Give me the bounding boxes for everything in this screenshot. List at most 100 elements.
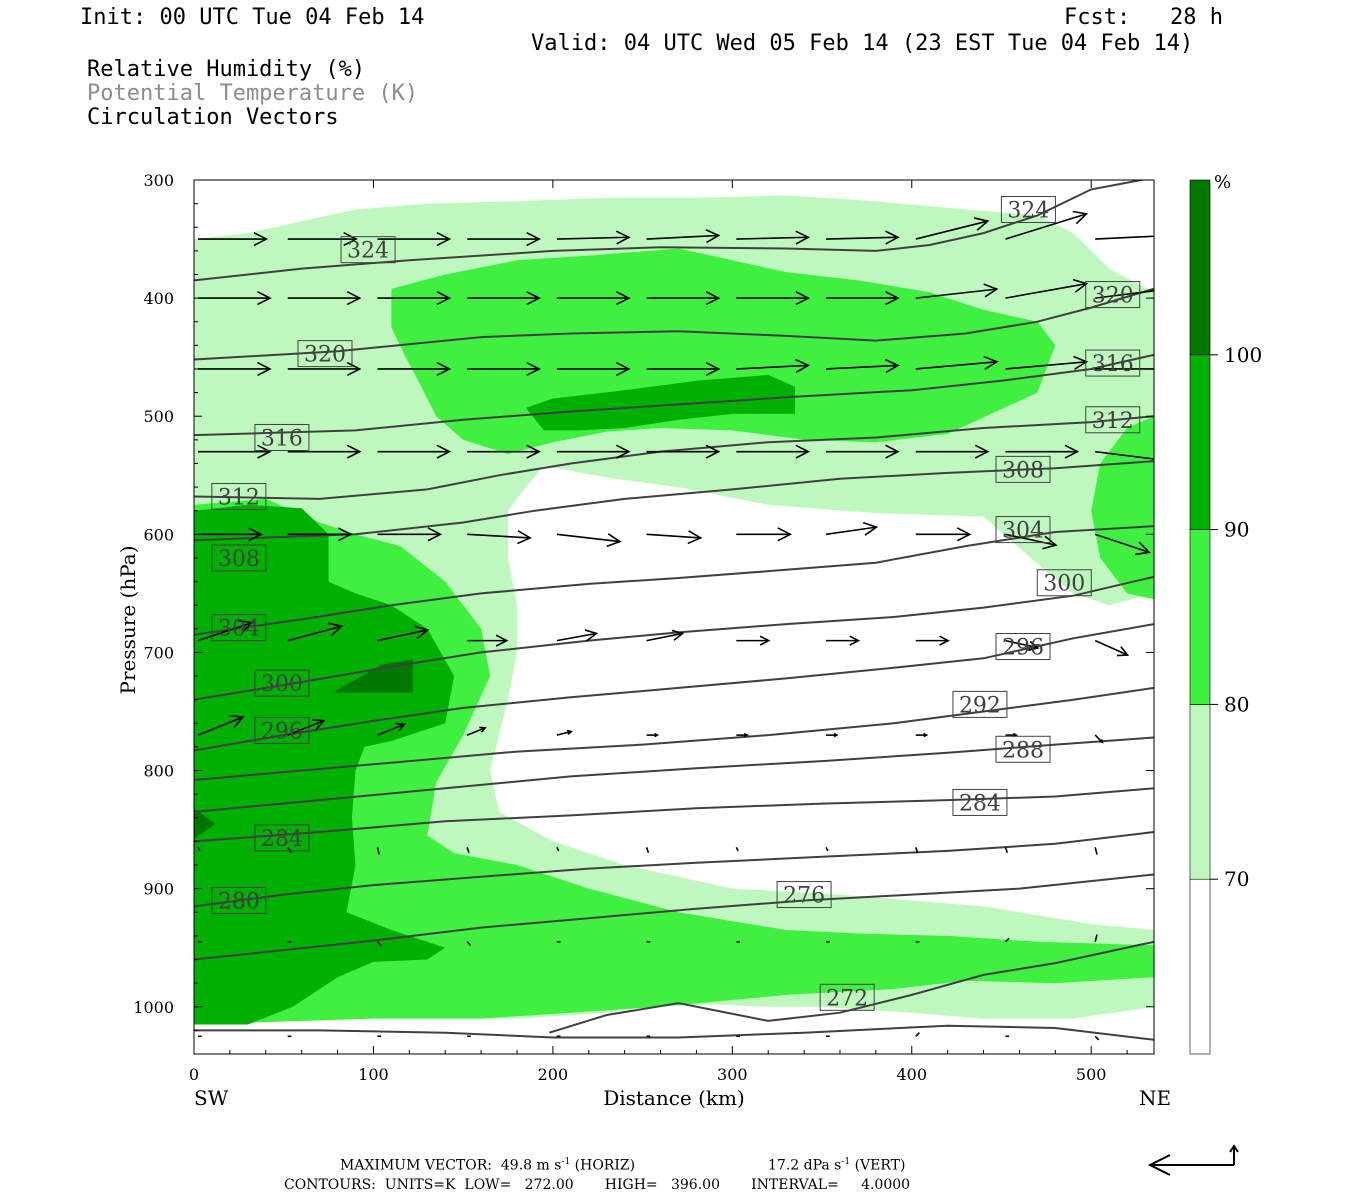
theta-label-text: 300 bbox=[1043, 572, 1085, 597]
vector-head bbox=[228, 715, 245, 729]
rh-region-80-90-1 bbox=[194, 498, 1154, 1025]
colorbar-unit: % bbox=[1214, 172, 1231, 193]
vector-head bbox=[671, 629, 685, 641]
theta-label-text: 296 bbox=[261, 719, 303, 744]
theta-label-box bbox=[211, 483, 267, 511]
vector-arrow bbox=[646, 629, 685, 642]
vector-arrow bbox=[376, 847, 381, 855]
axis-layer: 0 100 200 300 400 500 300 400 500 600 700 800 900 100… bbox=[133, 171, 1154, 1084]
theta-label-box bbox=[995, 633, 1051, 661]
vector-head bbox=[939, 635, 950, 646]
vector-shaft bbox=[556, 236, 629, 240]
vector-head bbox=[705, 361, 721, 377]
theta-contour-276-12 bbox=[194, 873, 1154, 961]
theta-contour-surface-14 bbox=[194, 1024, 1154, 1041]
vector-shaft bbox=[556, 730, 572, 736]
vector-arrow bbox=[556, 729, 573, 736]
theta-label-text: 280 bbox=[218, 889, 260, 914]
vector-shaft bbox=[1004, 937, 1010, 943]
vector-shaft bbox=[915, 288, 997, 299]
vector-head bbox=[479, 726, 487, 733]
vector-arrow bbox=[198, 444, 272, 459]
vector-head bbox=[1135, 541, 1151, 556]
x-tick-label: 100 bbox=[358, 1065, 389, 1084]
theta-label-text: 276 bbox=[783, 884, 825, 909]
x-axis-label: Distance (km) bbox=[603, 1086, 745, 1110]
vector-arrow bbox=[915, 732, 929, 738]
vector-shaft bbox=[1094, 1035, 1100, 1041]
vector-arrow bbox=[1005, 639, 1040, 652]
theta-label-text: 316 bbox=[261, 426, 303, 451]
theta-contour-316-2 bbox=[194, 353, 1154, 437]
vector-arrow bbox=[377, 722, 407, 736]
x-axis-right-end: NE bbox=[1139, 1086, 1171, 1110]
vector-head bbox=[616, 361, 631, 377]
vector-arrow bbox=[287, 622, 344, 642]
vector-shaft bbox=[1094, 847, 1098, 855]
x-axis-left-end: SW bbox=[194, 1086, 229, 1110]
theta-label-box bbox=[995, 516, 1051, 544]
vector-shaft bbox=[645, 847, 650, 853]
theta-label-box bbox=[297, 340, 353, 368]
theta-label-text: 312 bbox=[218, 486, 260, 511]
vector-shaft bbox=[197, 846, 201, 852]
vector-shaft bbox=[466, 847, 470, 853]
vector-arrow bbox=[826, 635, 861, 646]
vector-head bbox=[974, 444, 990, 459]
vector-arrow bbox=[1094, 934, 1098, 942]
vector-head bbox=[327, 622, 344, 637]
theta-label-box bbox=[819, 983, 875, 1011]
vector-head bbox=[566, 729, 573, 736]
theta-label-320-1: 320 bbox=[1085, 281, 1141, 309]
vector-shaft bbox=[915, 220, 988, 240]
theta-contour-284-10 bbox=[194, 787, 1154, 843]
theta-label-text: 300 bbox=[261, 672, 303, 697]
theta-label-308-0: 308 bbox=[211, 544, 267, 572]
vector-arrow bbox=[915, 217, 990, 240]
theta-label-text: 324 bbox=[1007, 199, 1049, 224]
theta-label-text: 324 bbox=[347, 239, 389, 264]
vector-shaft bbox=[825, 364, 899, 370]
vector-shaft bbox=[376, 847, 381, 855]
theta-label-text: 292 bbox=[959, 693, 1001, 718]
vector-arrow bbox=[287, 361, 362, 377]
vector-head bbox=[312, 718, 326, 730]
vector-arrow bbox=[467, 291, 541, 306]
vector-shaft bbox=[735, 846, 739, 852]
theta-label-text: 284 bbox=[959, 791, 1001, 816]
theta-contour-296-7 bbox=[194, 623, 1154, 752]
vector-head bbox=[1155, 363, 1167, 376]
vector-shaft bbox=[1094, 639, 1128, 656]
vector-head bbox=[436, 231, 452, 247]
theta-label-text: 284 bbox=[261, 827, 303, 852]
theta-label-324-1: 324 bbox=[1000, 196, 1056, 224]
vector-head bbox=[616, 444, 631, 459]
theta-label-text: 304 bbox=[1002, 519, 1044, 544]
vector-head bbox=[253, 231, 269, 247]
theta-contour-324-0 bbox=[194, 180, 1147, 282]
y-tick-label: 600 bbox=[143, 525, 174, 544]
vector-head bbox=[584, 629, 599, 642]
vector-head bbox=[654, 732, 660, 738]
vector-arrow bbox=[377, 231, 452, 247]
theta-label-box bbox=[254, 423, 310, 451]
vector-arrow bbox=[467, 634, 509, 647]
vector-head bbox=[414, 625, 430, 640]
vector-arrow bbox=[736, 635, 771, 646]
vector-head bbox=[705, 444, 721, 459]
vector-layer bbox=[197, 210, 1167, 1041]
vector-arrow bbox=[467, 530, 532, 545]
vector-shaft bbox=[915, 360, 997, 370]
theta-contour-304-5 bbox=[194, 525, 1154, 636]
vector-shaft bbox=[1004, 847, 1009, 853]
vector-arrow bbox=[1004, 937, 1010, 943]
vector-arrow bbox=[376, 941, 382, 946]
vector-head bbox=[436, 444, 452, 459]
colorbar-swatch bbox=[1189, 354, 1211, 530]
vector-head bbox=[526, 361, 541, 377]
vector-head bbox=[257, 444, 272, 459]
theta-label-box bbox=[1036, 569, 1092, 597]
vector-arrow bbox=[287, 231, 358, 247]
vector-arrow bbox=[556, 533, 622, 548]
